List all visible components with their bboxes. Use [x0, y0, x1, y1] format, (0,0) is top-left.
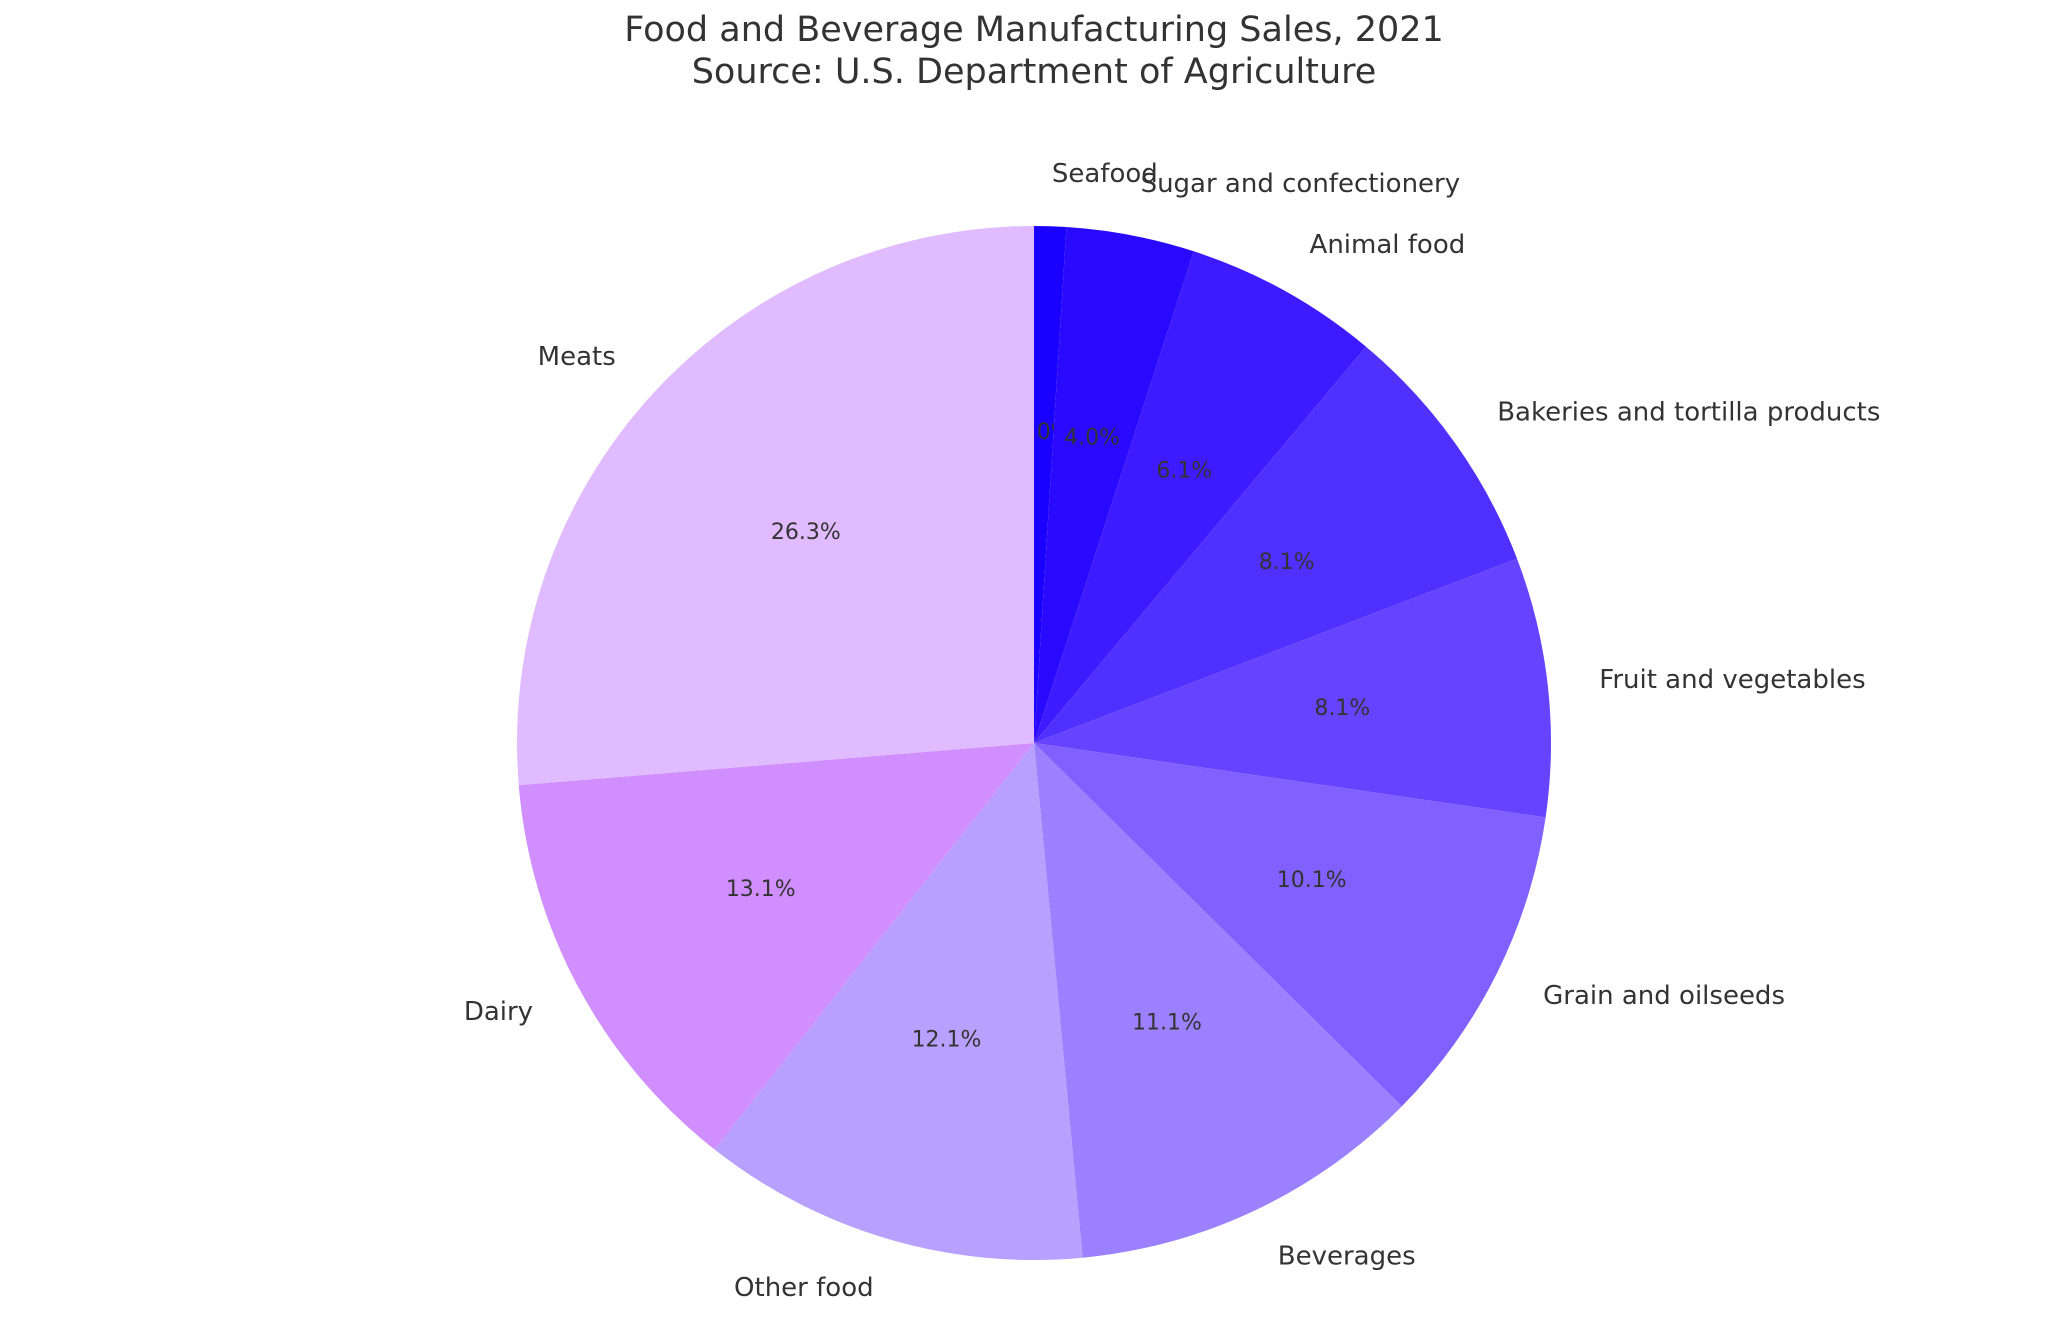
slice-label: Fruit and vegetables: [1599, 665, 1865, 695]
pie-slice: [1034, 346, 1518, 743]
value-label: 13.1%: [726, 877, 796, 902]
value-label: 11.1%: [1132, 1010, 1202, 1035]
value-label: 6.1%: [1156, 459, 1212, 484]
slice-label: Dairy: [464, 997, 533, 1027]
pie-slice: [1034, 743, 1402, 1258]
value-label: 8.1%: [1314, 696, 1370, 721]
pie-slice: [1034, 743, 1546, 1107]
slice-label: Seafood: [1052, 159, 1158, 189]
value-label: 4.0%: [1064, 425, 1120, 450]
pie-slice: [1034, 227, 1194, 743]
slice-label: Sugar and confectionery: [1141, 169, 1461, 199]
pie-slice: [1034, 226, 1067, 743]
slice-label: Beverages: [1278, 1241, 1416, 1271]
pie-slice: [1034, 251, 1367, 744]
pie-slice: [1034, 558, 1551, 818]
chart-subtitle: Source: U.S. Department of Agriculture: [692, 52, 1377, 92]
value-label: 10.1%: [1277, 868, 1347, 893]
slice-label: Meats: [538, 342, 616, 372]
slice-label: Other food: [734, 1273, 874, 1303]
slice-label: Grain and oilseeds: [1543, 981, 1785, 1011]
pie-slice: [518, 743, 1034, 1150]
value-label: 12.1%: [912, 1028, 982, 1053]
slice-label: Bakeries and tortilla products: [1497, 398, 1880, 428]
pie-slice: [714, 743, 1083, 1260]
slice-label: Animal food: [1310, 230, 1466, 260]
chart-title: Food and Beverage Manufacturing Sales, 2…: [624, 10, 1444, 50]
pie-slice: [517, 226, 1034, 786]
value-label: 8.1%: [1259, 550, 1315, 575]
value-label: 26.3%: [771, 520, 841, 545]
